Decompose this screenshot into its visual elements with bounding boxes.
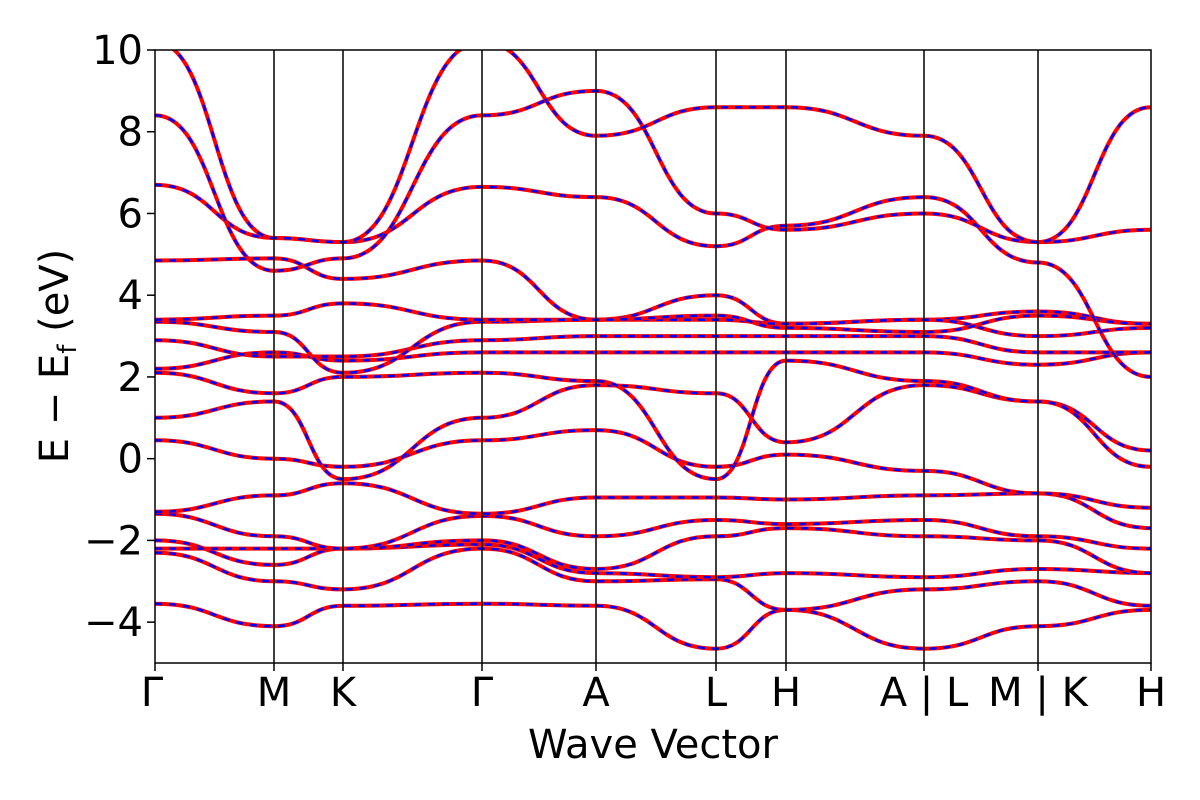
y-axis-title: E − Ef (eV) [32,249,83,464]
band-lines [155,50,1151,651]
y-tick-label: 6 [118,191,143,237]
band-line-blue [155,302,1151,338]
x-tick-label: Γ [141,670,164,716]
x-tick-label: K [330,670,358,716]
y-tick-label: 0 [118,437,143,483]
band-line-blue [155,512,1151,550]
x-tick-label: H [771,670,801,716]
band-line-blue [172,50,1151,244]
x-tick-label: H [1136,670,1166,716]
band-line-blue [155,359,1151,481]
y-axis-title-main: E − E [32,354,78,464]
band-line-blue [155,293,1151,375]
x-tick-label: A | L [880,670,969,716]
y-axis-ticks: −4 −2 0 2 4 6 8 10 [84,28,155,646]
band-line-red [155,601,1151,651]
y-tick-label: 8 [118,110,143,156]
y-axis-title-subscript: f [53,344,83,354]
x-tick-label: L [705,670,728,716]
x-tick-label: M | K [988,670,1089,716]
band-line-blue [155,539,1151,579]
x-tick-label: A [582,670,610,716]
x-tick-label: M [257,670,292,716]
y-axis-title-unit: (eV) [32,249,78,345]
y-tick-label: 10 [92,28,143,74]
x-axis-title: Wave Vector [528,722,779,768]
plot-frame [154,49,1152,664]
y-tick-label: 4 [118,273,143,319]
kpoint-divider-lines [273,50,1039,663]
band-line-red [155,511,1151,551]
band-line-blue [155,89,1151,272]
y-tick-label: 2 [118,355,143,401]
x-tick-label: Γ [471,670,494,716]
band-line-blue [155,481,1151,530]
band-line-blue [155,602,1151,650]
band-line-blue [155,547,1151,612]
band-line-red [155,526,1151,576]
band-line-red [155,88,1151,273]
band-line-red [155,428,1151,510]
y-tick-label: −2 [84,518,143,564]
band-line-blue [155,383,1151,481]
band-line-blue [155,257,1151,334]
y-tick-label: −4 [84,600,143,646]
